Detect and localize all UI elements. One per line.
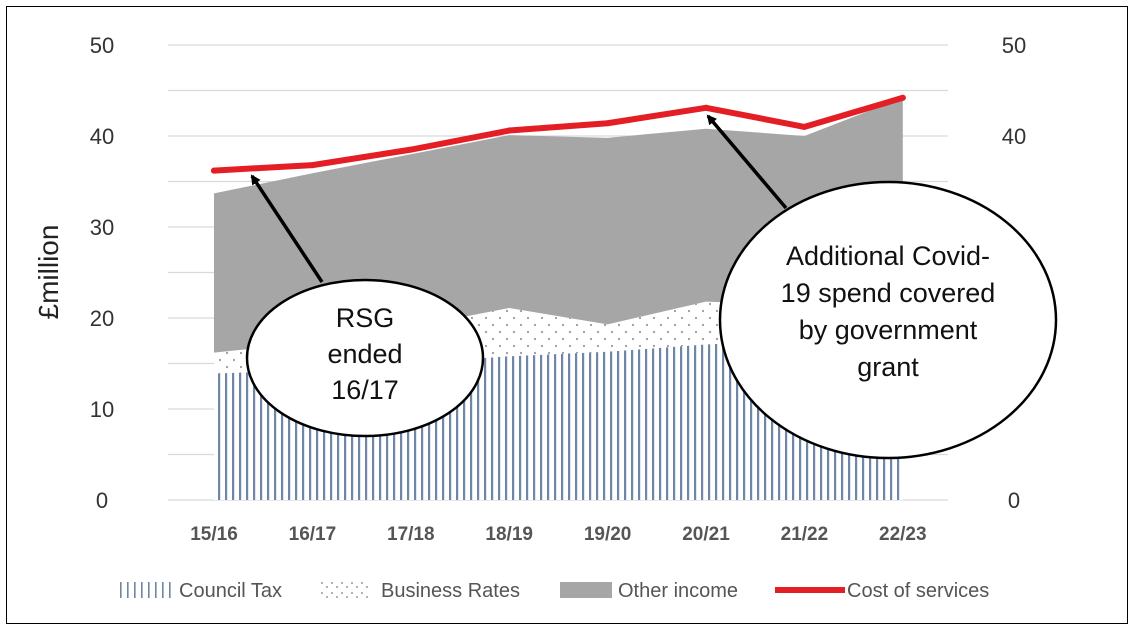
legend: Council Tax Business Rates Other income Cos…	[120, 580, 989, 602]
x-tick-label: 22/23	[879, 524, 927, 545]
legend-swatch-business-rates	[318, 582, 370, 598]
y-axis-title: £million	[33, 225, 64, 320]
x-tick-label: 17/18	[387, 524, 435, 545]
legend-label-council-tax: Council Tax	[179, 580, 282, 602]
x-tick-label: 16/17	[289, 524, 337, 545]
legend-swatch-other-income	[560, 582, 612, 598]
cost-line-layer	[211, 94, 906, 174]
annotations: RSG ended 16/17 Additional Covid- 19 spend c…	[245, 114, 1058, 460]
callout-bubble	[245, 278, 485, 438]
legend-label-business-rates: Business Rates	[381, 580, 520, 602]
y-tick-label-left: 20	[90, 306, 114, 331]
legend-label-cost-of-services: Cost of services	[847, 580, 989, 602]
callout-text: 19 spend covered	[781, 278, 996, 308]
x-tick-label: 19/20	[584, 524, 632, 545]
callout-text: Additional Covid-	[786, 241, 990, 271]
cost-point-16-17	[309, 162, 316, 169]
cost-point-17-18	[407, 146, 414, 153]
cost-point-19-20	[604, 120, 611, 127]
y-tick-label-right: 40	[1002, 124, 1026, 149]
legend-label-other-income: Other income	[618, 580, 738, 602]
x-tick-label: 21/22	[781, 524, 829, 545]
cost-point-21-22	[801, 123, 808, 130]
callout-text: by government	[799, 315, 978, 345]
y-tick-label-left: 0	[96, 488, 108, 513]
y-tick-label-left: 50	[90, 33, 114, 58]
y-tick-label-left: 30	[90, 215, 114, 240]
cost-point-20-21	[703, 104, 709, 111]
y-tick-label-left: 10	[90, 397, 114, 422]
legend-swatch-council-tax	[120, 582, 172, 598]
callout-text: RSG	[336, 303, 395, 333]
cost-point-22-23	[899, 94, 906, 101]
series-line-cost-of-services	[211, 94, 906, 174]
axes: 0 10 20 30 40 50 0 40 50 15/16 16/17 17/18 18/19 19/2…	[33, 33, 1026, 545]
cost-point-18-19	[506, 127, 513, 134]
callout-text: ended	[327, 339, 402, 369]
y-tick-label-right: 0	[1008, 488, 1020, 513]
y-tick-label-right: 50	[1002, 33, 1026, 58]
callout-text: grant	[857, 352, 919, 382]
callout-arrow	[706, 114, 788, 210]
x-tick-label: 15/16	[190, 524, 238, 545]
cost-point-15-16	[211, 167, 217, 174]
x-tick-label: 18/19	[485, 524, 533, 545]
callout-arrow	[250, 174, 324, 283]
x-tick-label: 20/21	[682, 524, 730, 545]
y-tick-label-left: 40	[90, 124, 114, 149]
callout-text: 16/17	[331, 375, 399, 405]
callout-bubble	[718, 180, 1058, 460]
